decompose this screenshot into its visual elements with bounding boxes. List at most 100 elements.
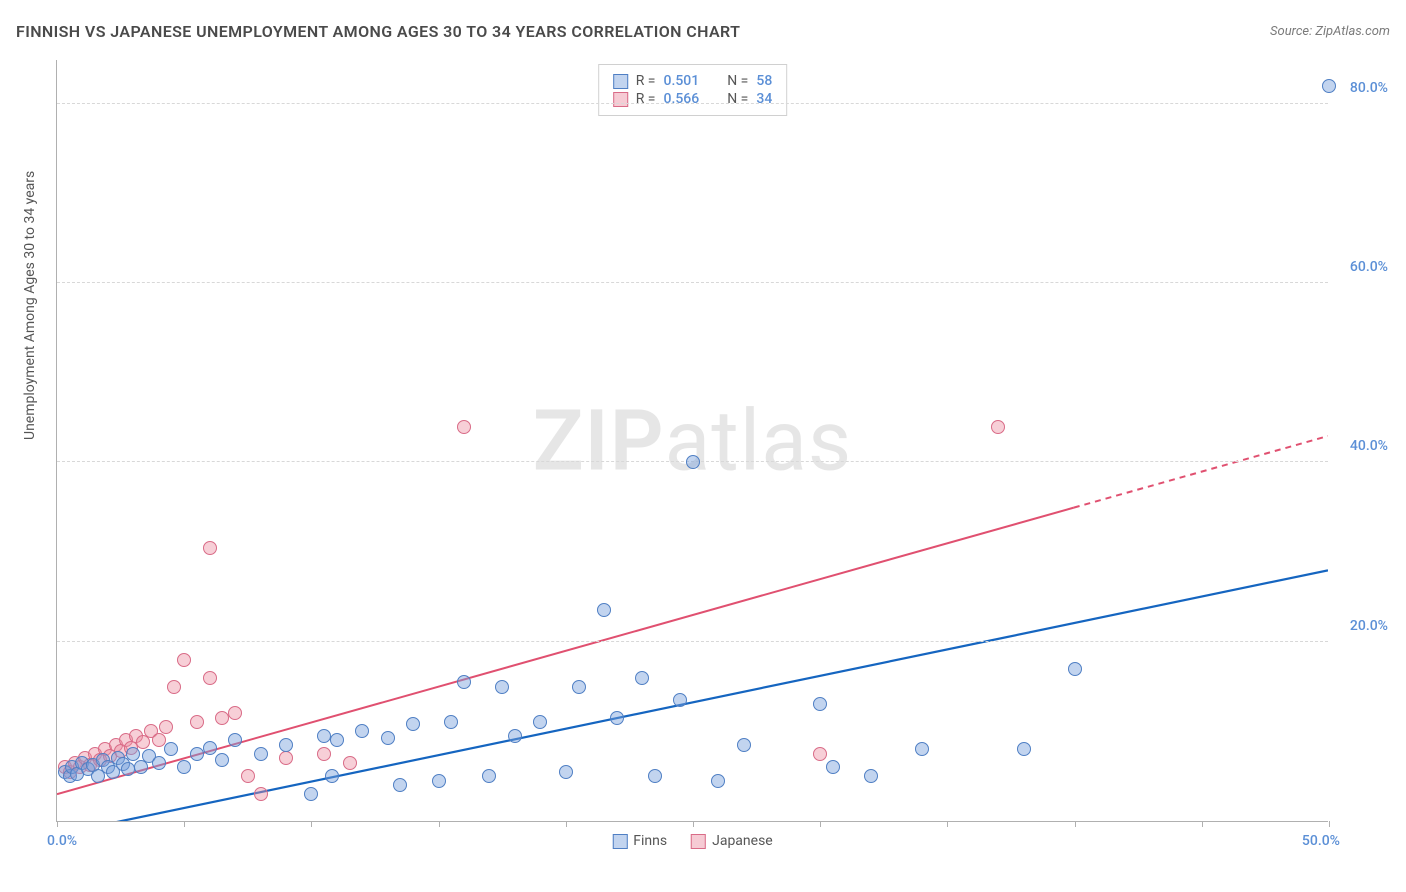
trend-lines (57, 60, 1328, 821)
x-tick (693, 821, 694, 827)
stats-box: R = 0.501 N = 58 R = 0.566 N = 34 (598, 64, 788, 116)
data-point-japanese (152, 733, 166, 747)
scatter-plot: ZIPatlas R = 0.501 N = 58 R = 0.566 N = … (56, 60, 1328, 822)
data-point-japanese (317, 747, 331, 761)
data-point-finns (572, 680, 586, 694)
data-point-finns (457, 675, 471, 689)
stats-row-finns: R = 0.501 N = 58 (613, 73, 773, 89)
data-point-finns (915, 742, 929, 756)
data-point-japanese (254, 787, 268, 801)
x-tick (947, 821, 948, 827)
watermark-suffix: atlas (665, 391, 853, 490)
stats-r-label: R = (636, 91, 656, 107)
data-point-finns (164, 742, 178, 756)
data-point-finns (444, 715, 458, 729)
data-point-finns (533, 715, 547, 729)
gridline (57, 103, 1328, 104)
data-point-japanese (457, 420, 471, 434)
data-point-finns (495, 680, 509, 694)
data-point-finns (737, 738, 751, 752)
data-point-finns (381, 731, 395, 745)
data-point-finns (215, 753, 229, 767)
x-tick (820, 821, 821, 827)
data-point-finns (813, 697, 827, 711)
data-point-finns (406, 717, 420, 731)
x-tick (311, 821, 312, 827)
data-point-japanese (203, 541, 217, 555)
data-point-finns (177, 760, 191, 774)
data-point-japanese (203, 671, 217, 685)
y-tick-label: 80.0% (1333, 80, 1388, 96)
data-point-finns (279, 738, 293, 752)
gridline (57, 641, 1328, 642)
data-point-finns (559, 765, 573, 779)
x-tick (57, 821, 58, 827)
data-point-japanese (813, 747, 827, 761)
data-point-japanese (177, 653, 191, 667)
data-point-finns (228, 733, 242, 747)
stats-r-value: 0.566 (664, 91, 700, 107)
data-point-finns (393, 778, 407, 792)
chart-title: FINNISH VS JAPANESE UNEMPLOYMENT AMONG A… (16, 22, 740, 41)
stats-n-label: N = (727, 91, 748, 107)
legend: Finns Japanese (612, 833, 772, 849)
stats-row-japanese: R = 0.566 N = 34 (613, 91, 773, 107)
legend-label-japanese: Japanese (712, 833, 773, 849)
x-tick (439, 821, 440, 827)
legend-swatch-japanese (691, 834, 706, 849)
data-point-finns (325, 769, 339, 783)
data-point-finns (330, 733, 344, 747)
data-point-finns (864, 769, 878, 783)
data-point-japanese (190, 715, 204, 729)
data-point-japanese (167, 680, 181, 694)
data-point-finns (152, 756, 166, 770)
data-point-finns (254, 747, 268, 761)
chart-header: FINNISH VS JAPANESE UNEMPLOYMENT AMONG A… (16, 22, 1390, 41)
data-point-finns (648, 769, 662, 783)
data-point-japanese (279, 751, 293, 765)
data-point-finns (304, 787, 318, 801)
data-point-finns (673, 693, 687, 707)
data-point-finns (826, 760, 840, 774)
data-point-finns (121, 762, 135, 776)
data-point-finns (1068, 662, 1082, 676)
data-point-japanese (159, 720, 173, 734)
stats-n-label: N = (727, 73, 748, 89)
x-tick (566, 821, 567, 827)
legend-item-finns: Finns (612, 833, 667, 849)
data-point-japanese (228, 706, 242, 720)
data-point-finns (610, 711, 624, 725)
stats-n-value: 58 (756, 73, 772, 89)
stats-n-value: 34 (756, 91, 772, 107)
stats-r-value: 0.501 (664, 73, 700, 89)
legend-item-japanese: Japanese (691, 833, 773, 849)
x-axis-min-label: 0.0% (47, 833, 77, 849)
data-point-finns (508, 729, 522, 743)
data-point-finns (482, 769, 496, 783)
stats-swatch-japanese (613, 92, 628, 107)
legend-label-finns: Finns (633, 833, 667, 849)
x-tick (1075, 821, 1076, 827)
watermark: ZIPatlas (533, 391, 853, 490)
data-point-japanese (343, 756, 357, 770)
stats-swatch-finns (613, 74, 628, 89)
data-point-finns (1322, 79, 1336, 93)
x-tick (184, 821, 185, 827)
y-tick-label: 60.0% (1333, 259, 1388, 275)
data-point-finns (126, 747, 140, 761)
x-tick (1329, 821, 1330, 827)
data-point-finns (635, 671, 649, 685)
data-point-japanese (241, 769, 255, 783)
stats-r-label: R = (636, 73, 656, 89)
x-axis-max-label: 50.0% (1302, 833, 1340, 849)
y-tick-label: 40.0% (1333, 438, 1388, 454)
x-tick (1202, 821, 1203, 827)
data-point-finns (686, 455, 700, 469)
legend-swatch-finns (612, 834, 627, 849)
data-point-finns (355, 724, 369, 738)
chart-source: Source: ZipAtlas.com (1270, 24, 1390, 39)
gridline (57, 282, 1328, 283)
data-point-finns (711, 774, 725, 788)
watermark-prefix: ZIP (533, 391, 665, 490)
y-axis-title: Unemployment Among Ages 30 to 34 years (22, 171, 38, 440)
